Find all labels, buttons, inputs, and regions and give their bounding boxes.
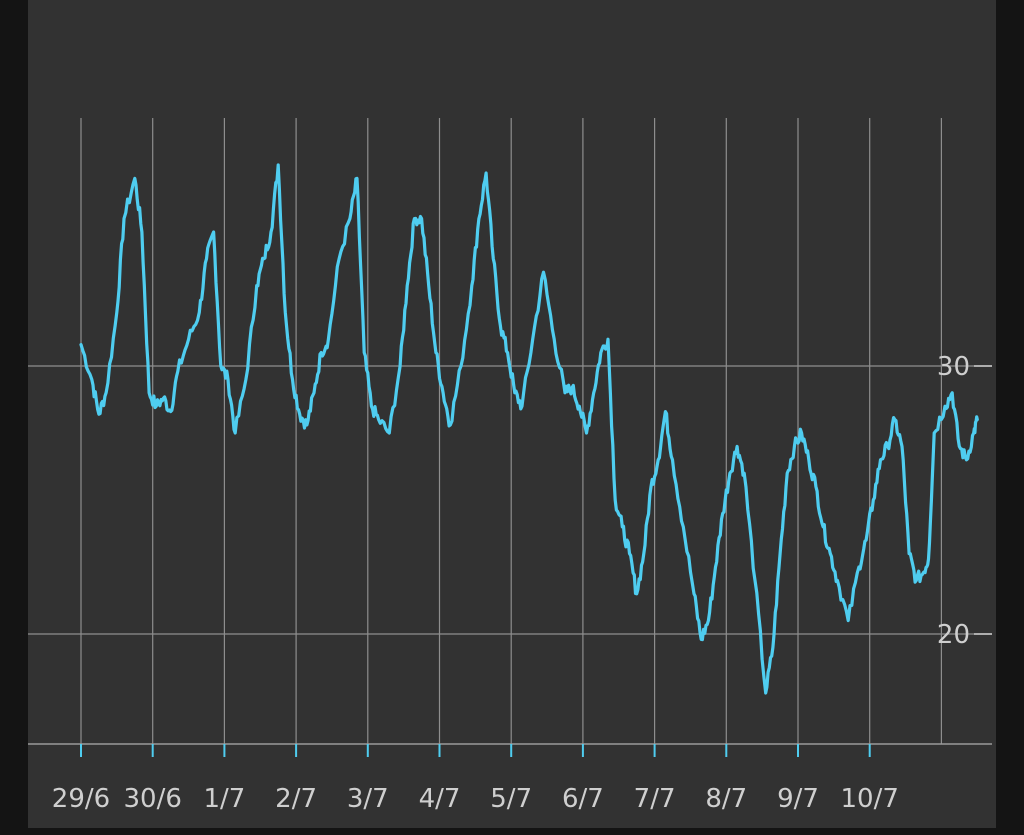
chart-panel: 29/6 30/6 1/7 2/7 3/7 4/7 5/7 6/7 7/7 8/7 9/7 10/7 3…	[28, 0, 996, 828]
x-tick-label: 30/6	[124, 784, 182, 814]
x-tick-label: 10/7	[841, 784, 899, 814]
y-tick-label: 20	[937, 620, 970, 650]
axes	[28, 365, 992, 757]
series-layer	[79, 163, 979, 695]
temperature-series-line	[79, 163, 979, 695]
x-tick-label: 7/7	[634, 784, 676, 814]
temperature-line-chart: 29/6 30/6 1/7 2/7 3/7 4/7 5/7 6/7 7/7 8/7 9/7 10/7 3…	[28, 118, 992, 814]
x-tick-label: 4/7	[419, 784, 461, 814]
grid	[28, 118, 992, 744]
x-tick-label: 1/7	[203, 784, 245, 814]
y-tick-label: 30	[937, 352, 970, 382]
x-tick-label: 9/7	[777, 784, 819, 814]
x-tick-label: 8/7	[705, 784, 747, 814]
x-tick-label: 5/7	[490, 784, 532, 814]
x-tick-label: 3/7	[347, 784, 389, 814]
x-tick-label: 6/7	[562, 784, 604, 814]
tick-labels: 29/6 30/6 1/7 2/7 3/7 4/7 5/7 6/7 7/7 8/7 9/7 10/7 3…	[52, 352, 970, 814]
x-tick-label: 29/6	[52, 784, 110, 814]
x-tick-label: 2/7	[275, 784, 317, 814]
